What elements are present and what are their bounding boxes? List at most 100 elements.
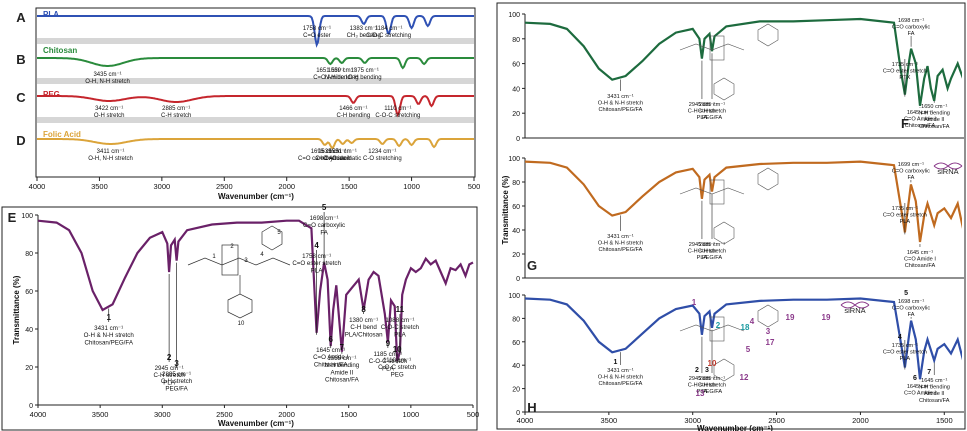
x-tick-label-a-d: 500 xyxy=(468,182,481,191)
x-tick-label-e: 3000 xyxy=(154,410,171,419)
molecule-backbone xyxy=(187,257,291,266)
molecule-ring xyxy=(757,167,779,191)
peak-annotation-d-line: 1234 cm⁻¹ xyxy=(368,149,396,155)
structure-number-h: 4 xyxy=(750,317,755,326)
peak-number-h: 3 xyxy=(705,367,709,374)
y-tick-label-g: 60 xyxy=(512,204,520,211)
structure-number-h: 10 xyxy=(708,359,717,368)
peak-label-f-line: C=O ester stretch xyxy=(883,69,927,75)
peak-label-g-line: 1645 cm⁻¹ xyxy=(907,250,933,256)
peak-label-f-line: 2885 cm⁻¹ xyxy=(699,102,725,108)
peak-label-f-line: C-H stretch xyxy=(688,109,716,115)
peak-number-h: 7 xyxy=(927,369,931,376)
peak-number-e: 10 xyxy=(393,345,402,354)
peak-label-f-line: Chitosan/PEG/FA xyxy=(599,107,643,113)
x-tick-label-h: 2000 xyxy=(852,416,869,425)
peak-annotation-b-line: 3435 cm⁻¹ xyxy=(93,72,121,78)
peak-label-f-line: O-H & N-H stretch xyxy=(598,101,643,107)
peak-label-e-line: C-O-C stretch xyxy=(381,324,420,331)
molecule-bracket xyxy=(221,244,239,276)
molecule-ring xyxy=(757,304,779,328)
x-tick-label-a-d: 4000 xyxy=(29,182,46,191)
y-tick-label-h: 20 xyxy=(512,387,520,394)
peak-annotation-c-line: 1110 cm⁻¹ xyxy=(384,106,411,112)
peak-label-g-line: FA xyxy=(907,175,914,181)
peak-label-h-line: 1645 cm⁻¹ xyxy=(921,378,947,384)
peak-label-e-line: PLA xyxy=(311,267,324,274)
x-axis-title-e: Wavenumber (cm⁻¹) xyxy=(218,419,294,428)
sirna-helix-icon xyxy=(933,162,963,170)
peak-label-h-line: 2885 cm⁻¹ xyxy=(699,376,725,382)
peak-label-f-line: 1650 cm⁻¹ xyxy=(921,104,947,110)
spectrum-line-a xyxy=(37,15,474,48)
sirna-legend-label: siRNA xyxy=(844,306,865,315)
panel-letter-a: A xyxy=(16,10,26,25)
y-tick-label-g: 80 xyxy=(512,180,520,187)
structure-number-h: 1 xyxy=(692,298,697,307)
peak-label-e-line: 1185 cm⁻¹ xyxy=(374,351,403,358)
y-tick-label-h: 40 xyxy=(512,363,520,370)
y-tick-label-h: 0 xyxy=(516,410,520,417)
y-tick-label-g: 40 xyxy=(512,228,520,235)
peak-label-e-line: 2885 cm⁻¹ xyxy=(162,371,191,378)
peak-label-e-line: PLA/Chitosan xyxy=(345,331,383,338)
peak-label-e-line: Chitosan/PEG/FA xyxy=(84,339,133,346)
panel-letter-c: C xyxy=(16,90,26,105)
structure-number-h: 2 xyxy=(716,321,721,330)
y-tick-label-f: 0 xyxy=(516,136,520,143)
y-tick-label-g: 100 xyxy=(508,156,520,163)
y-tick-label-e: 20 xyxy=(25,365,33,372)
peak-annotation-c-line: C-H stretch xyxy=(161,113,191,119)
peak-number-e: 6 xyxy=(328,335,333,344)
molecule-ring xyxy=(713,77,735,101)
y-tick-label-g: 0 xyxy=(516,276,520,283)
y-tick-label-h: 80 xyxy=(512,316,520,323)
peak-label-h-line: 1645 cm⁻¹ xyxy=(907,384,933,390)
peak-label-h-line: Amide II xyxy=(924,391,945,397)
molecule-backbone xyxy=(679,43,745,51)
x-tick-label-e: 3500 xyxy=(92,410,109,419)
peak-annotation-c-line: 2885 cm⁻¹ xyxy=(162,106,190,112)
molecule-bracket xyxy=(709,35,725,61)
series-name-b: Chitosan xyxy=(43,46,77,55)
peak-label-h-line: C=O ester stretch xyxy=(883,350,927,356)
x-tick-label-h: 2500 xyxy=(768,416,785,425)
peak-label-f-line: FA xyxy=(908,31,915,37)
panel-letter-e: E xyxy=(8,210,17,225)
structure-number-e: 3 xyxy=(244,258,248,264)
molecule-backbone xyxy=(679,324,745,332)
peak-label-g-line: Chitosan/PEG/FA xyxy=(599,247,643,253)
peak-label-h-line: O-H & N-H stretch xyxy=(598,375,643,381)
peak-label-e-line: Chitosan/FA xyxy=(314,361,349,368)
peak-number-h: 2 xyxy=(695,367,699,374)
peak-label-f-line: 1698 cm⁻¹ xyxy=(898,18,924,24)
peak-annotation-d-line: 1695 cm⁻¹ xyxy=(311,149,339,155)
peak-label-e-line: 1088 cm⁻¹ xyxy=(385,317,414,324)
peak-label-g-line: O-H & N-H stretch xyxy=(598,241,643,247)
peak-annotation-c-line: 1466 cm⁻¹ xyxy=(339,106,367,112)
x-tick-label-h: 1500 xyxy=(936,416,953,425)
panel-separator xyxy=(37,117,474,123)
sirna-legend-label: siRNA xyxy=(937,167,958,176)
peak-label-e-line: Amide II xyxy=(331,369,354,376)
peak-label-f-line: PLA xyxy=(697,115,708,121)
y-tick-label-f: 60 xyxy=(512,62,520,69)
peak-label-h-line: PLA xyxy=(697,389,708,395)
x-axis-title-h: Wavenumber (cm⁻¹) xyxy=(697,424,773,431)
peak-label-e-line: C-H stretch xyxy=(153,372,185,379)
molecule-ring xyxy=(713,221,735,245)
peak-label-g-line: PLA xyxy=(900,219,911,225)
peak-annotation-a-line: C=O ester xyxy=(303,33,331,39)
peak-number-e: 3 xyxy=(174,359,179,368)
peak-annotation-b-line: O-H, N-H stretch xyxy=(85,79,130,85)
peak-annotation-a-line: 1184 cm⁻¹ xyxy=(375,26,403,32)
peak-label-f-line: PTX xyxy=(899,75,910,81)
x-tick-label-h: 3000 xyxy=(684,416,701,425)
panel-letter-f: F xyxy=(901,116,909,131)
x-tick-label-h: 4000 xyxy=(517,416,534,425)
panel-letter-g: G xyxy=(527,258,537,273)
panel-separator xyxy=(37,78,474,84)
panel-letter-b: B xyxy=(16,52,25,67)
y-tick-label-f: 20 xyxy=(512,111,520,118)
